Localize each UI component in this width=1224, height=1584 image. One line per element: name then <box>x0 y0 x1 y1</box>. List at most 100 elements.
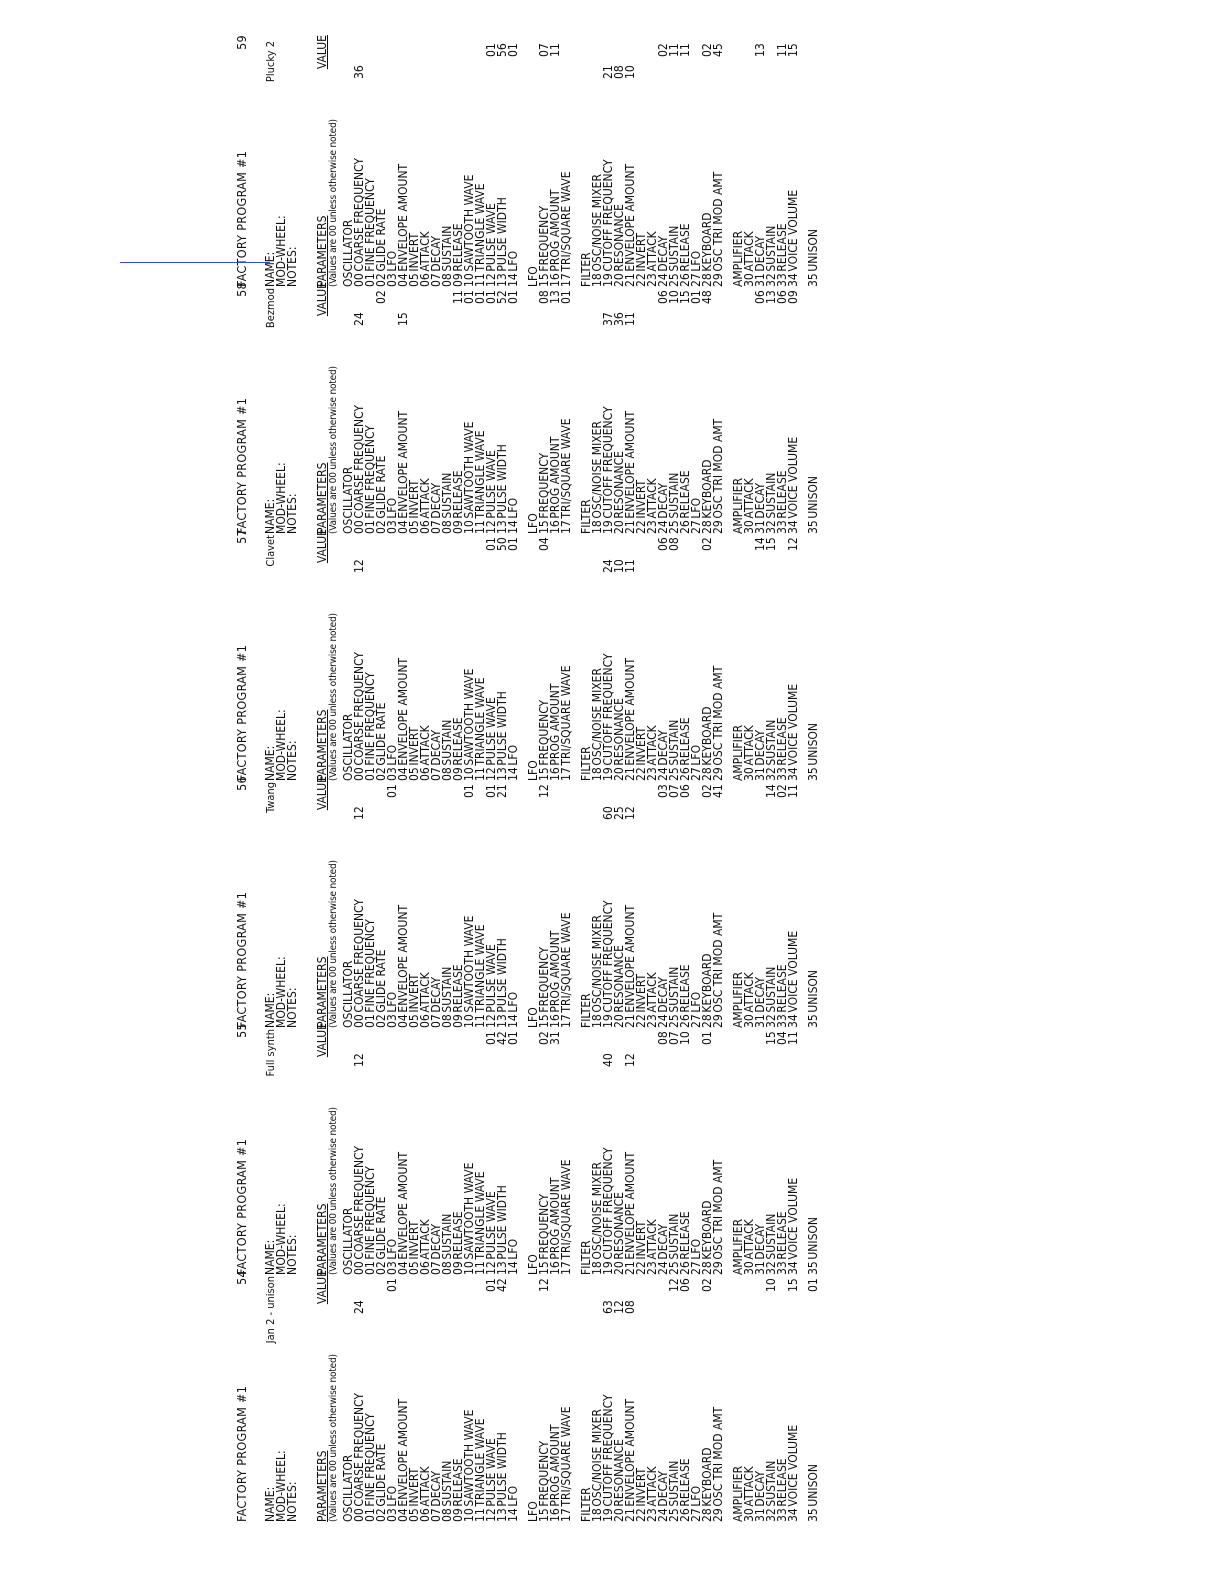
param-value-secondary <box>420 35 431 57</box>
param-value-primary <box>713 304 724 326</box>
param-values <box>398 1023 409 1067</box>
param-values <box>420 1023 431 1067</box>
param-values <box>442 282 453 326</box>
parameter-row: 14 LFO <box>506 776 520 1028</box>
param-values: 11 <box>451 282 465 326</box>
notes-label: NOTES: <box>285 1234 299 1275</box>
param-values <box>647 776 658 820</box>
values-note: (Values are 00 unless otherwise noted) <box>328 1107 339 1275</box>
param-value-secondary <box>453 35 464 57</box>
param-number: 34 <box>786 520 800 534</box>
value-heading: VALUE <box>315 1270 329 1305</box>
param-values: 50 <box>495 529 509 573</box>
parameter-row: 02 GLIDE RATE <box>374 529 388 781</box>
params-header: PARAMETERS VALUE <box>315 1023 329 1275</box>
param-number: 34 <box>786 273 800 287</box>
param-value-primary <box>713 798 724 820</box>
param-name: OSC TRI MOD AMT <box>711 912 725 1013</box>
param-value-primary <box>387 57 398 79</box>
param-value-primary <box>398 551 409 573</box>
parameter-row: 17 TRI/SQUARE WAVE <box>559 1023 573 1275</box>
parameter-row: 02 GLIDE RATE <box>374 1270 388 1522</box>
param-values <box>691 1023 702 1067</box>
param-value-primary <box>550 1292 561 1314</box>
param-values <box>713 1270 724 1314</box>
param-value-primary: 12 <box>352 1053 366 1067</box>
param-value-primary <box>755 1292 766 1314</box>
param-name: VOICE VOLUME <box>786 930 800 1013</box>
param-value-primary <box>453 304 464 326</box>
param-name: LFO <box>506 1485 520 1507</box>
value-heading: VALUE <box>315 35 329 70</box>
param-values <box>420 35 431 79</box>
param-number: 17 <box>559 273 573 287</box>
parameter-row: 26 RELEASE 06 <box>678 1270 692 1522</box>
values-note: (Values are 00 unless otherwise noted) <box>328 366 339 534</box>
param-name: GLIDE RATE <box>374 1443 388 1507</box>
param-values <box>755 1270 766 1314</box>
param-values <box>442 529 453 573</box>
meta-block: NAME: MOD-WHEEL: NOTES: Full synth <box>263 1023 301 1275</box>
param-values: 31 <box>548 1023 562 1067</box>
parameter-row: 26 RELEASE 06 <box>678 776 692 1028</box>
param-value-primary <box>442 551 453 573</box>
param-value-primary <box>669 57 680 79</box>
param-value-primary <box>788 551 799 573</box>
param-value-secondary <box>561 35 572 57</box>
param-name: UNISON <box>806 1217 820 1260</box>
param-value-primary <box>702 551 713 573</box>
parameter-group: OSCILLATOR 00 COARSE FREQUENCY 12 01 FINE FRE… <box>341 1023 520 1275</box>
param-values: 01 <box>473 282 487 326</box>
notes-label: NOTES: <box>285 987 299 1028</box>
param-values: 06 <box>656 529 670 573</box>
notes-label: NOTES: <box>285 740 299 781</box>
param-values <box>808 282 819 326</box>
param-values <box>636 282 647 326</box>
param-value-primary <box>561 304 572 326</box>
parameter-groups: OSCILLATOR 00 COARSE FREQUENCY 12 01 FINE FRE… <box>341 529 820 781</box>
parameter-group: FILTER 18 OSC/NOISE MIXER 19 CUTOFF FREQUENC… <box>579 529 725 781</box>
param-value-primary <box>561 1292 572 1314</box>
parameter-group: AMPLIFIER 30 ATTACK 31 DECAY 32 SUSTAIN 15 33 REL… <box>731 1023 800 1275</box>
param-values: 11 <box>548 35 562 79</box>
param-value-secondary <box>603 35 614 57</box>
param-values: 10 <box>764 1270 778 1314</box>
param-values: 42 <box>495 1270 509 1314</box>
sheet-title: FACTORY PROGRAM #1 <box>234 644 249 781</box>
param-values: 01 <box>559 282 573 326</box>
values-note: (Values are 00 unless otherwise noted) <box>328 613 339 781</box>
param-value-primary <box>808 1045 819 1067</box>
param-value-primary <box>464 1292 475 1314</box>
param-value-primary <box>755 1045 766 1067</box>
param-values: 11 <box>786 776 800 820</box>
param-values <box>744 1023 755 1067</box>
param-value-primary <box>409 304 420 326</box>
param-value-primary <box>409 1045 420 1067</box>
param-name: VOICE VOLUME <box>786 189 800 272</box>
parameter-group: OSCILLATOR 00 COARSE FREQUENCY 12 01 FINE FRE… <box>341 529 520 781</box>
param-value-primary <box>398 57 409 79</box>
parameter-row: 35 UNISON <box>806 529 820 781</box>
param-values: 13 <box>548 282 562 326</box>
param-values: 12 <box>537 776 551 820</box>
parameter-row: 14 LFO 01 <box>506 1023 520 1275</box>
parameter-row: 34 VOICE VOLUME 11 <box>786 776 800 1028</box>
param-value-primary <box>453 551 464 573</box>
parameter-groups: OSCILLATOR 00 COARSE FREQUENCY 24 01 FINE FRE… <box>341 1270 820 1522</box>
param-value-primary <box>464 1045 475 1067</box>
program-name: Twang <box>264 782 277 813</box>
param-number: 29 <box>711 767 725 781</box>
param-values <box>420 282 431 326</box>
param-value-primary <box>561 798 572 820</box>
param-values <box>398 529 409 573</box>
param-value-primary <box>539 551 550 573</box>
param-values: 03 <box>656 776 670 820</box>
parameter-row: 13 PULSE WIDTH 21 <box>495 776 509 1028</box>
param-values <box>561 1023 572 1067</box>
param-value-primary: 11 <box>623 312 637 326</box>
sheet-header: FACTORY PROGRAM #1 54 <box>234 1270 251 1522</box>
param-value-primary <box>777 1292 788 1314</box>
param-values: 01 <box>506 529 520 573</box>
param-values <box>365 282 376 326</box>
parameter-group: FILTER 18 OSC/NOISE MIXER 19 CUTOFF FREQUENC… <box>579 35 725 287</box>
